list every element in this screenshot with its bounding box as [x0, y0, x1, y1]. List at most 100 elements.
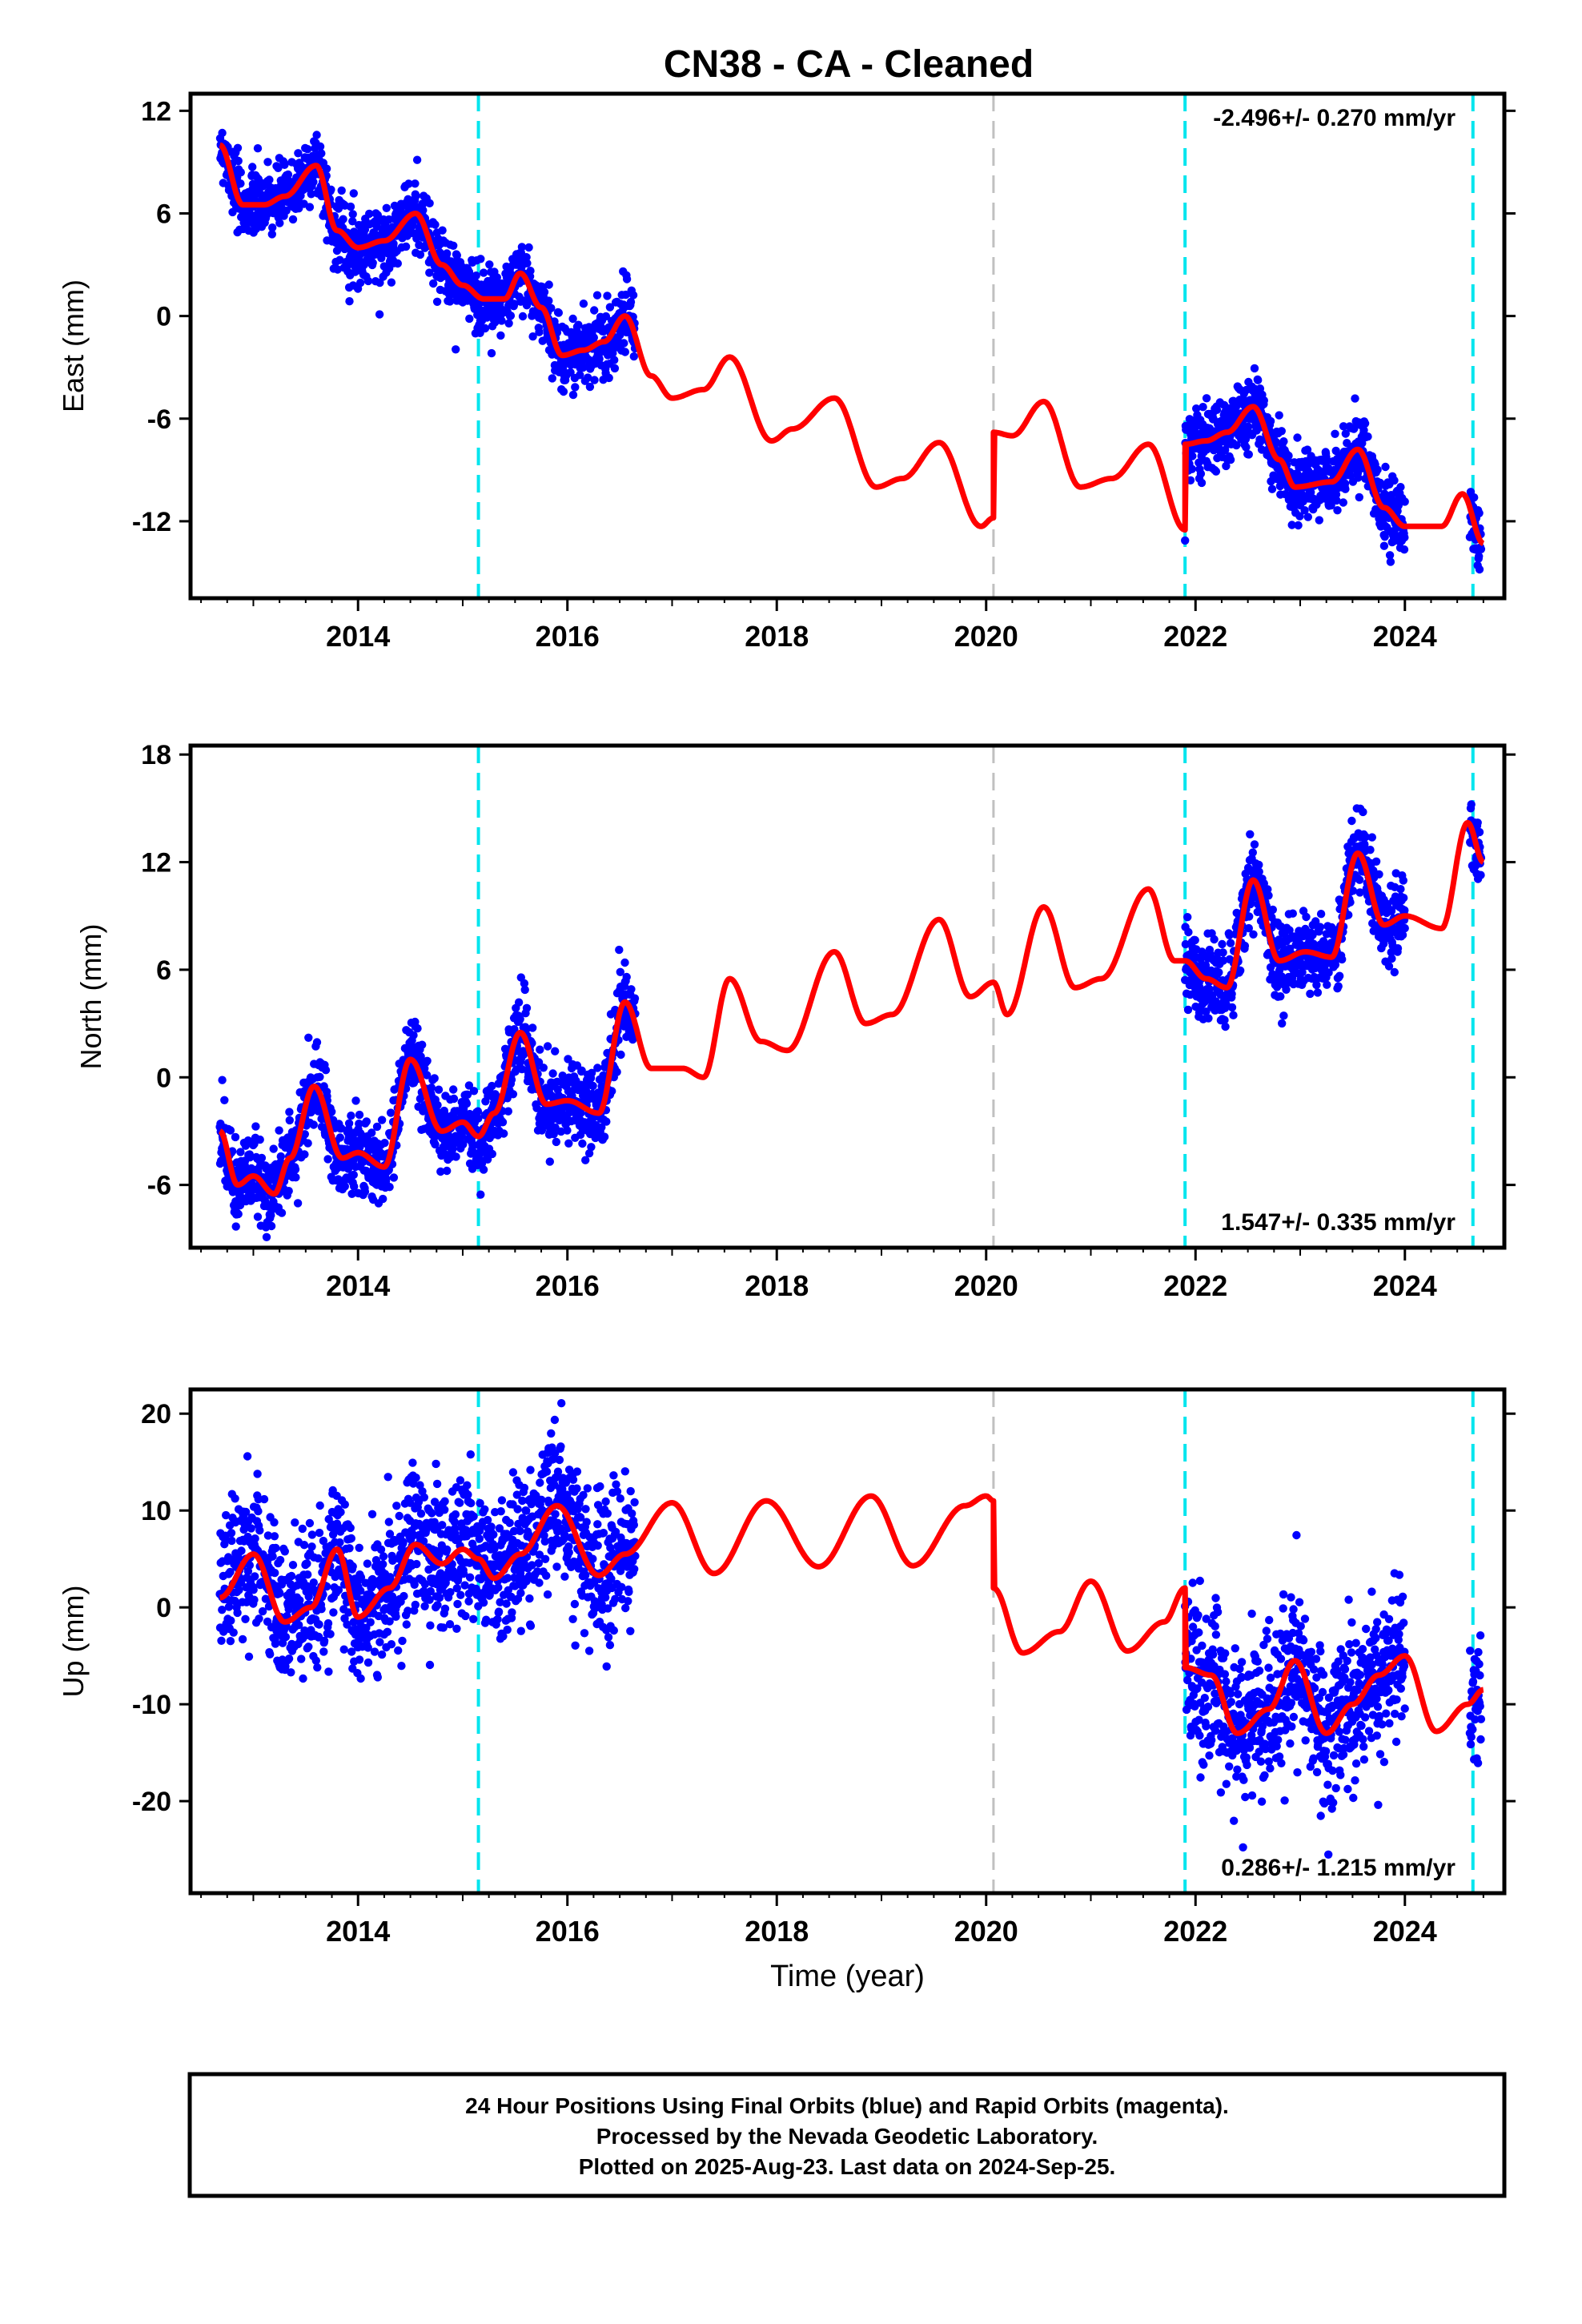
observation-point	[377, 1650, 387, 1659]
y-tick-label: -6	[147, 404, 171, 435]
observation-point	[508, 1090, 518, 1099]
y-axis-label: North (mm)	[74, 924, 107, 1070]
observation-point	[281, 1662, 290, 1671]
observation-point	[536, 1045, 544, 1054]
observation-point	[291, 1165, 300, 1174]
observation-point	[1220, 1015, 1229, 1024]
observation-point	[248, 163, 257, 171]
observation-point	[1371, 857, 1381, 866]
observation-point	[1354, 473, 1363, 482]
observation-point	[469, 1087, 479, 1096]
observation-point	[226, 1637, 235, 1646]
observation-point	[237, 1546, 246, 1555]
observation-point	[393, 259, 402, 268]
observation-point	[317, 149, 326, 158]
observation-point	[236, 168, 245, 177]
observation-point	[307, 1530, 317, 1539]
observation-point	[247, 1524, 255, 1533]
observation-point	[1222, 461, 1231, 471]
observation-point	[506, 312, 516, 320]
observation-point	[483, 1155, 492, 1164]
observation-point	[348, 210, 357, 219]
y-tick-label: 6	[156, 199, 171, 229]
observation-point	[218, 1606, 227, 1614]
observation-point	[376, 1545, 386, 1554]
observation-point	[287, 1571, 296, 1581]
observation-point	[1399, 876, 1408, 885]
observation-point	[1379, 541, 1389, 550]
observation-point	[386, 1108, 396, 1117]
observation-point	[346, 202, 355, 211]
observation-point	[568, 390, 578, 400]
observation-point	[504, 1107, 512, 1116]
observation-point	[319, 1647, 328, 1656]
observation-point	[449, 1085, 458, 1094]
observation-point	[1244, 450, 1254, 459]
observation-point	[443, 1166, 452, 1176]
observation-point	[366, 1618, 375, 1626]
observation-point	[368, 259, 377, 267]
observation-point	[1255, 867, 1263, 876]
observation-point	[337, 186, 346, 195]
observation-point	[1268, 905, 1278, 915]
observation-point	[327, 185, 335, 194]
observation-point	[1375, 870, 1383, 879]
y-tick-label: 0	[156, 1063, 171, 1093]
observation-point	[1355, 875, 1364, 884]
observation-point	[271, 1543, 280, 1553]
observation-point	[317, 1605, 326, 1614]
observation-point	[231, 1222, 240, 1231]
observation-point	[348, 1562, 357, 1571]
observation-point	[1355, 888, 1364, 897]
observation-point	[270, 1532, 279, 1541]
observation-point	[1476, 870, 1485, 879]
observation-point	[1308, 931, 1317, 939]
observation-point	[1248, 848, 1258, 857]
observation-point	[389, 1173, 399, 1182]
observation-point	[1396, 885, 1405, 894]
observation-point	[1398, 931, 1407, 939]
observation-point	[595, 355, 604, 364]
observation-point	[578, 363, 588, 372]
observation-point	[587, 1143, 596, 1152]
observation-point	[423, 1071, 432, 1080]
observation-point	[389, 239, 398, 248]
model-curve	[218, 819, 1485, 1197]
observation-point	[544, 280, 553, 289]
observation-point	[1381, 462, 1390, 472]
observation-point	[492, 273, 501, 282]
observation-point	[311, 1656, 320, 1665]
x-tick-label: 2016	[536, 1269, 600, 1302]
observation-point	[1467, 800, 1476, 809]
observation-point	[445, 297, 455, 306]
panel-frame	[188, 743, 1507, 1250]
observation-point	[622, 972, 631, 982]
observation-point	[344, 260, 353, 269]
observation-point	[299, 1541, 309, 1550]
observation-point	[271, 1639, 280, 1648]
observation-point	[1334, 982, 1343, 991]
observation-points	[215, 800, 1486, 1248]
observation-points	[215, 128, 1486, 574]
observation-point	[1341, 429, 1351, 438]
observation-point	[1300, 506, 1309, 515]
observation-point	[436, 1167, 445, 1176]
observation-point	[345, 1544, 354, 1553]
observation-point	[517, 243, 527, 251]
observation-point	[1231, 402, 1241, 412]
observation-point	[1400, 497, 1409, 506]
observation-point	[1267, 485, 1277, 493]
observation-point	[628, 291, 638, 300]
observation-point	[473, 1107, 483, 1116]
observation-point	[1202, 394, 1211, 403]
observation-point	[1285, 926, 1294, 935]
observation-point	[488, 1081, 496, 1091]
observation-point	[1316, 910, 1326, 919]
observation-point	[413, 1024, 422, 1033]
observation-point	[425, 199, 434, 207]
observation-point	[1293, 433, 1302, 442]
observation-point	[1227, 1003, 1237, 1012]
observation-point	[523, 259, 532, 267]
observation-point	[218, 128, 227, 138]
